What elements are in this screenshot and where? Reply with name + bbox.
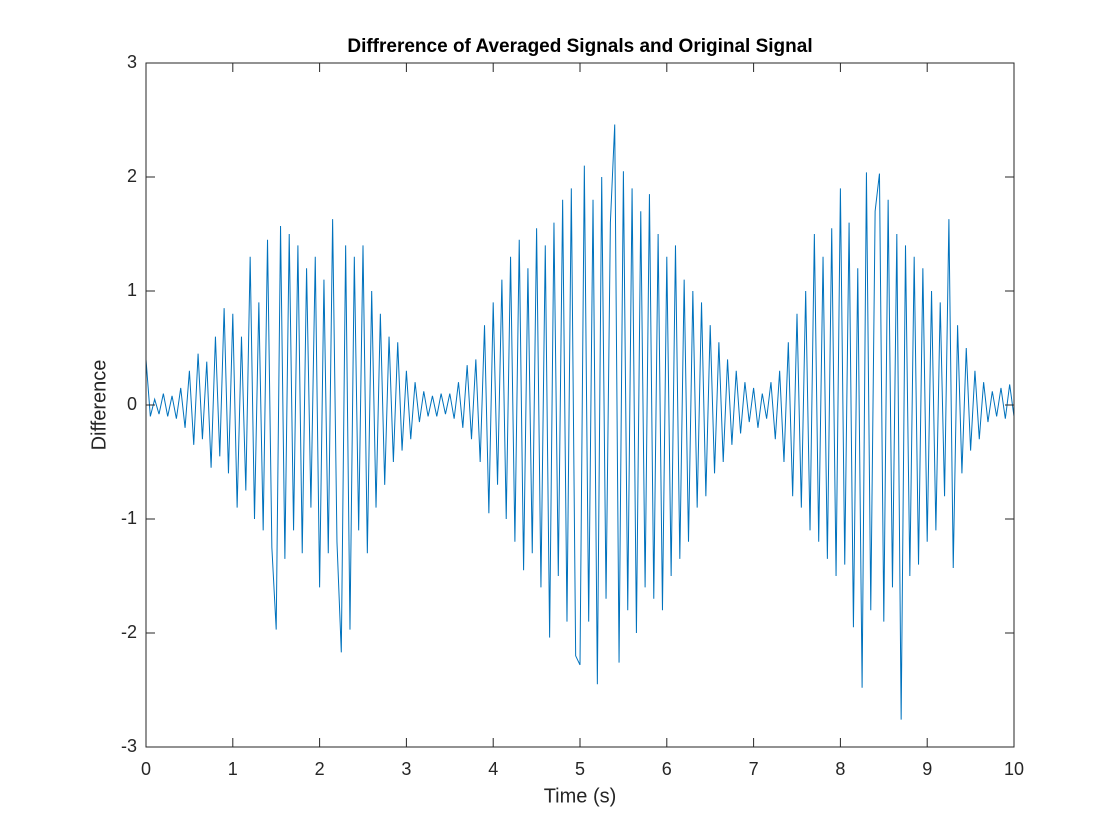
x-tick-label: 5 xyxy=(575,759,585,779)
x-tick-label: 6 xyxy=(662,759,672,779)
x-tick-label: 0 xyxy=(141,759,151,779)
y-axis-label: Difference xyxy=(88,360,110,451)
x-tick-label: 10 xyxy=(1004,759,1024,779)
x-tick-label: 8 xyxy=(835,759,845,779)
x-tick-label: 9 xyxy=(922,759,932,779)
x-tick-label: 4 xyxy=(488,759,498,779)
x-axis-label: Time (s) xyxy=(544,785,617,807)
y-tick-label: 3 xyxy=(127,52,137,72)
x-tick-label: 2 xyxy=(315,759,325,779)
y-tick-label: -1 xyxy=(121,508,137,528)
x-tick-label: 1 xyxy=(228,759,238,779)
y-tick-label: 1 xyxy=(127,280,137,300)
y-tick-label: 2 xyxy=(127,166,137,186)
y-tick-label: -2 xyxy=(121,622,137,642)
y-tick-label: -3 xyxy=(121,736,137,756)
y-tick-label: 0 xyxy=(127,394,137,414)
x-tick-label: 7 xyxy=(749,759,759,779)
data-line xyxy=(145,124,1015,720)
chart-title: Diffrerence of Averaged Signals and Orig… xyxy=(347,36,812,57)
x-tick-label: 3 xyxy=(401,759,411,779)
